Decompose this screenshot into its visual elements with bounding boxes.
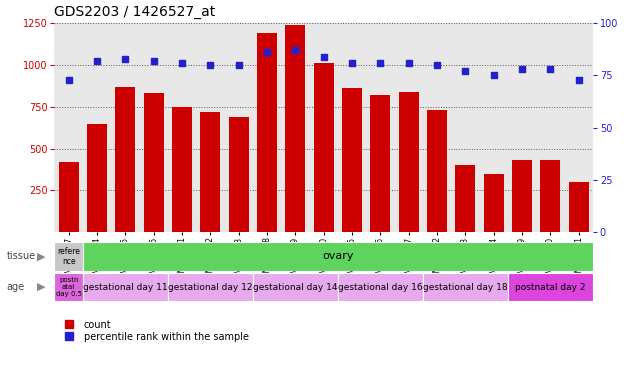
Bar <box>512 161 532 232</box>
Bar <box>540 161 560 232</box>
Text: gestational day 14: gestational day 14 <box>253 283 338 291</box>
Point <box>233 62 244 68</box>
Point <box>574 76 584 83</box>
Bar <box>168 273 253 301</box>
Bar <box>342 88 362 232</box>
Point <box>319 53 329 60</box>
Text: ovary: ovary <box>322 251 354 262</box>
Bar <box>456 166 476 232</box>
Point <box>63 76 74 83</box>
Point <box>545 66 556 72</box>
Text: gestational day 12: gestational day 12 <box>168 283 253 291</box>
Point <box>347 60 357 66</box>
Text: postnatal day 2: postnatal day 2 <box>515 283 586 291</box>
Bar <box>338 273 423 301</box>
Point <box>488 72 499 78</box>
Bar <box>54 273 83 301</box>
Point <box>262 49 272 55</box>
Point <box>92 58 102 64</box>
Bar <box>399 92 419 232</box>
Bar <box>87 124 107 232</box>
Legend: count, percentile rank within the sample: count, percentile rank within the sample <box>60 320 249 342</box>
Text: gestational day 11: gestational day 11 <box>83 283 168 291</box>
Bar <box>115 87 135 232</box>
Bar <box>144 93 163 232</box>
Point <box>517 66 527 72</box>
Point <box>149 58 159 64</box>
Point <box>205 62 215 68</box>
Bar <box>59 162 79 232</box>
Point <box>404 60 414 66</box>
Bar <box>484 174 504 232</box>
Bar <box>172 107 192 232</box>
Bar <box>508 273 593 301</box>
Text: age: age <box>6 282 24 292</box>
Point <box>290 47 301 53</box>
Bar <box>370 95 390 232</box>
Bar <box>285 25 305 232</box>
Text: refere
nce: refere nce <box>57 247 80 266</box>
Bar <box>83 273 168 301</box>
Bar <box>229 117 249 232</box>
Point <box>460 68 470 74</box>
Bar <box>569 182 588 232</box>
Text: gestational day 18: gestational day 18 <box>423 283 508 291</box>
Bar <box>201 112 221 232</box>
Bar <box>314 63 333 232</box>
Bar <box>423 273 508 301</box>
Point <box>432 62 442 68</box>
Point <box>177 60 187 66</box>
Text: postn
atal
day 0.5: postn atal day 0.5 <box>56 277 81 297</box>
Text: tissue: tissue <box>6 251 35 262</box>
Point <box>121 56 131 62</box>
Bar <box>427 110 447 232</box>
Bar <box>54 242 83 271</box>
Text: ▶: ▶ <box>37 282 46 292</box>
Point <box>375 60 385 66</box>
Text: GDS2203 / 1426527_at: GDS2203 / 1426527_at <box>54 5 216 19</box>
Text: gestational day 16: gestational day 16 <box>338 283 422 291</box>
Bar <box>257 33 277 232</box>
Bar <box>253 273 338 301</box>
Text: ▶: ▶ <box>37 251 46 262</box>
